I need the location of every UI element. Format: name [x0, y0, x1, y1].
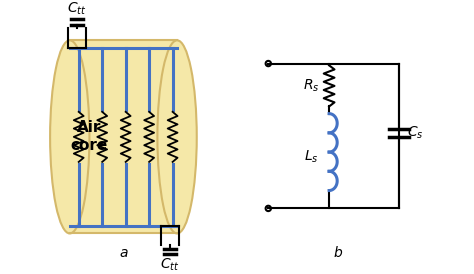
Ellipse shape	[157, 40, 197, 233]
Ellipse shape	[50, 40, 90, 233]
Text: $L_s$: $L_s$	[304, 148, 319, 165]
Text: core: core	[71, 138, 108, 153]
Text: $C_{tt}$: $C_{tt}$	[160, 257, 180, 273]
Text: b: b	[334, 246, 342, 260]
Text: $C_s$: $C_s$	[407, 125, 423, 141]
Text: $R_s$: $R_s$	[303, 78, 319, 94]
Text: a: a	[119, 246, 128, 260]
Bar	[70, 40, 177, 233]
Text: Air: Air	[77, 121, 101, 135]
Text: $C_{tt}$: $C_{tt}$	[67, 1, 87, 17]
